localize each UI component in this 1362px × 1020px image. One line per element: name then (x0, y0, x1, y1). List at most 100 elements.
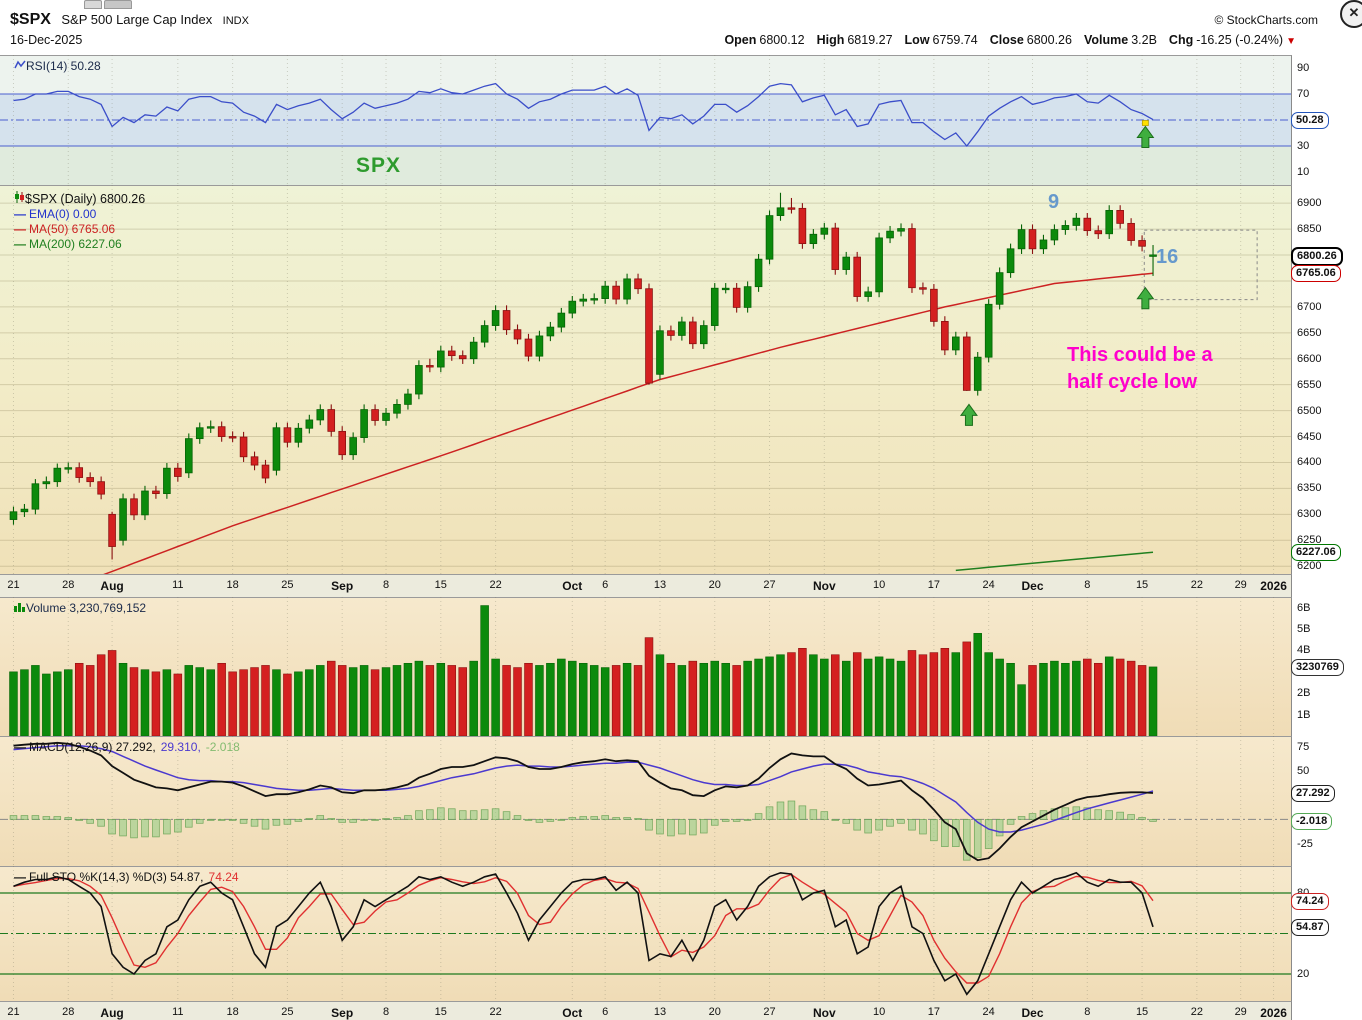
x-tick-label: 8 (1084, 579, 1091, 591)
x-tick-label: Oct (562, 1006, 583, 1020)
candlestick-icon (15, 191, 24, 203)
ema-line-swatch: — (14, 207, 26, 221)
y-tick-label: 6500 (1297, 404, 1322, 417)
rsi-legend: RSI(14) 50.28 (14, 59, 101, 73)
x-tick-label: 8 (1084, 1006, 1091, 1018)
x-tick-label: 25 (281, 1006, 294, 1018)
macd-value-box: 27.292 (1291, 784, 1335, 802)
stochastic-legend: — Full STO %K(14,3) %D(3) 54.87, 74.24 (14, 870, 239, 884)
price-plot (0, 185, 1291, 574)
x-tick-label: Nov (812, 579, 836, 593)
chart-header: $SPX S&P 500 Large Cap Index INDX © Stoc… (10, 11, 1332, 31)
x-tick-label: 29 (1234, 579, 1247, 591)
x-tick-label: 10 (872, 579, 886, 591)
stat-chg: Chg -16.25 (-0.24%) (1168, 33, 1284, 47)
ema-label: EMA(0) 0.00 (29, 207, 97, 221)
rsi-legend-label: RSI(14) 50.28 (26, 59, 101, 73)
ma200-line-swatch: — (14, 237, 26, 251)
close-icon[interactable]: ✕ (1340, 0, 1362, 28)
x-tick-label: 21 (7, 579, 20, 591)
sto-line-swatch: — (14, 870, 26, 884)
x-tick-label: 13 (653, 1006, 667, 1018)
x-tick-label: 8 (382, 1006, 390, 1018)
x-tick-label: 21 (7, 1006, 20, 1018)
stat-open: Open 6800.12 (724, 33, 805, 47)
ma50-legend: — MA(50) 6765.06 (14, 222, 145, 237)
macd-panel-background (0, 736, 1292, 866)
y-tick-label: 6200 (1297, 560, 1322, 573)
x-tick-label: 8 (382, 579, 390, 591)
x-tick-label: 6 (602, 1006, 609, 1018)
y-tick-label: 75 (1297, 740, 1310, 753)
half-cycle-low-note: This could be a half cycle low (1067, 342, 1213, 396)
y-tick-label: 10 (1297, 166, 1310, 178)
x-tick-label: 22 (489, 579, 502, 591)
chart-subheader: 16-Dec-2025 Open 6800.12 High 6819.27 Low 675… (10, 33, 1296, 53)
x-tick-label: Oct (562, 579, 583, 593)
rsi-value-box: 50.28 (1291, 111, 1329, 129)
x-tick-label: 6 (602, 579, 609, 591)
spx-annotation: SPX (356, 154, 402, 177)
x-tick-label: 15 (1135, 1006, 1149, 1018)
y-tick-label: 6850 (1297, 223, 1322, 236)
x-axis-labels: 21 28 Aug 11 18 25 Sep 8 15 22 Oct 6 13 20 27 Nov 10 17 24… (0, 574, 1292, 597)
y-tick-label: 6450 (1297, 430, 1322, 443)
browser-tab-fragment (84, 0, 134, 9)
x-axis-strip-bottom (0, 1001, 1292, 1020)
symbol-name: S&P 500 Large Cap Index (61, 12, 213, 27)
macd-signal-value: 29.310, (160, 740, 201, 754)
x-tick-label: 24 (982, 1006, 995, 1018)
y-tick-label: 6550 (1297, 378, 1322, 391)
x-tick-label: Aug (100, 579, 124, 593)
count-9-annotation: 9 (1048, 191, 1060, 213)
macd-hist-value: -2.018 (205, 740, 240, 754)
ohlc-stats: Open 6800.12 High 6819.27 Low 6759.74 Close 680… (712, 33, 1296, 47)
price-legend: $SPX (Daily) 6800.26 — EMA(0) 0.00 — MA(50… (14, 191, 145, 252)
stockcharts-credit: © StockCharts.com (1214, 13, 1318, 27)
x-tick-label: 22 (1190, 579, 1203, 591)
y-tick-label: 20 (1297, 968, 1310, 980)
x-tick-label: Sep (331, 579, 354, 593)
x-tick-label: 22 (489, 1006, 502, 1018)
macd-legend-main: MACD(12,26,9) 27.292, (29, 740, 156, 754)
macd-value-box: -2.018 (1291, 813, 1333, 831)
note-line-2: half cycle low (1067, 371, 1198, 393)
x-tick-label: 11 (172, 1006, 184, 1018)
y-tick-label: 5B (1297, 623, 1311, 636)
x-tick-label: 15 (434, 1006, 447, 1018)
stochastic-plot (0, 866, 1291, 1001)
rsi-icon (14, 60, 26, 69)
y-tick-label: 6350 (1297, 482, 1322, 495)
x-tick-label: 20 (708, 579, 721, 591)
x-tick-label: Dec (1021, 579, 1044, 593)
stat-high: High 6819.27 (816, 33, 893, 47)
y-tick-label: 6B (1297, 601, 1311, 614)
exchange-label: INDX (222, 15, 249, 27)
sto-value-box: 54.87 (1291, 918, 1329, 936)
x-tick-label: 2026 (1260, 579, 1287, 593)
x-tick-label: Sep (331, 1006, 354, 1020)
x-tick-label: Dec (1021, 1006, 1044, 1020)
sto-d-value: 74.24 (208, 870, 239, 884)
stat-low: Low 6759.74 (904, 33, 978, 47)
stat-volume: Volume 3.2B (1083, 33, 1157, 47)
macd-legend: — MACD(12,26,9) 27.292, 29.310, -2.018 (14, 740, 240, 754)
x-tick-label: 15 (1135, 579, 1149, 591)
x-tick-label: 10 (872, 1006, 886, 1018)
y-tick-label: 6250 (1297, 534, 1322, 547)
x-tick-label: 18 (226, 1006, 239, 1018)
ma200-label: MA(200) 6227.06 (29, 237, 122, 251)
y-tick-label: 6300 (1297, 508, 1322, 521)
x-tick-label: 25 (281, 579, 294, 591)
volume-plot (9, 597, 1275, 736)
sto-legend-main: Full STO %K(14,3) %D(3) 54.87, (29, 870, 204, 884)
y-tick-label: 6600 (1297, 352, 1322, 365)
x-tick-label: 27 (763, 579, 776, 591)
volume-legend-label: Volume 3,230,769,152 (26, 601, 147, 615)
x-tick-label: 2026 (1260, 1006, 1287, 1020)
chart-date: 16-Dec-2025 (10, 33, 83, 47)
change-down-icon: ▼ (1286, 36, 1296, 47)
x-tick-label: 17 (927, 1006, 940, 1018)
symbol: $SPX (10, 11, 51, 28)
